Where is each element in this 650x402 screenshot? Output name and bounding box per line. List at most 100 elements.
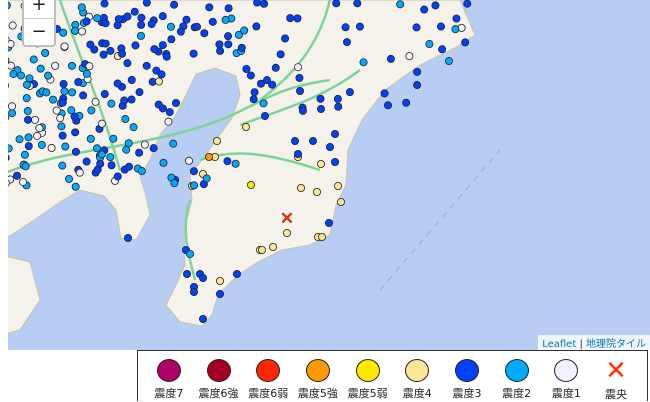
station-intensity-1 — [405, 52, 414, 61]
station-intensity-2 — [8, 1, 11, 10]
station-intensity-3 — [330, 157, 339, 166]
station-intensity-3 — [383, 101, 392, 110]
station-intensity-3 — [216, 46, 225, 55]
station-intensity-4 — [212, 136, 221, 145]
station-intensity-2 — [107, 99, 116, 108]
legend-label: 震度6強 — [198, 387, 239, 400]
station-intensity-3 — [420, 5, 429, 14]
station-intensity-1 — [8, 82, 10, 89]
station-intensity-3 — [71, 147, 80, 156]
station-intensity-2 — [20, 150, 29, 159]
station-intensity-2 — [231, 159, 240, 168]
station-intensity-3 — [296, 86, 305, 95]
station-intensity-2 — [60, 87, 69, 96]
intensity-1-dot — [554, 359, 579, 382]
station-intensity-3 — [332, 0, 341, 8]
seismic-intensity-map[interactable]: ✕ + − Leaflet | 地理院タイル — [8, 0, 650, 350]
station-intensity-3 — [438, 45, 447, 54]
station-intensity-3 — [355, 22, 364, 31]
intensity-7-dot — [156, 359, 181, 382]
station-intensity-4 — [317, 232, 326, 241]
station-intensity-3 — [324, 218, 333, 227]
station-intensity-1 — [35, 124, 44, 133]
station-intensity-2 — [359, 58, 368, 67]
map-layer: ✕ — [8, 0, 501, 334]
station-intensity-3 — [123, 12, 132, 21]
station-intensity-2 — [41, 48, 50, 57]
station-intensity-1 — [164, 117, 173, 126]
station-intensity-1 — [30, 115, 39, 124]
station-intensity-2 — [8, 57, 10, 64]
station-intensity-3 — [215, 289, 224, 298]
station-intensity-2 — [49, 95, 58, 104]
station-intensity-3 — [158, 41, 167, 50]
station-intensity-1 — [97, 119, 106, 128]
station-intensity-2 — [97, 150, 106, 159]
station-intensity-3 — [58, 131, 67, 140]
station-intensity-3 — [131, 41, 140, 50]
station-intensity-3 — [341, 23, 350, 32]
station-intensity-3 — [345, 88, 354, 97]
station-intensity-1 — [184, 156, 193, 165]
station-intensity-2 — [86, 134, 95, 143]
station-intensity-2 — [259, 99, 268, 108]
zoom-out-button[interactable]: − — [24, 18, 54, 45]
zoom-in-button[interactable]: + — [31, 0, 47, 15]
station-intensity-1 — [91, 97, 100, 106]
station-intensity-2 — [8, 144, 13, 153]
station-intensity-2 — [87, 106, 96, 115]
station-intensity-2 — [21, 162, 30, 171]
station-intensity-2 — [9, 69, 18, 78]
legend-item-6minus: 震度6弱 — [244, 351, 292, 401]
station-intensity-1 — [8, 21, 17, 30]
station-intensity-2 — [136, 31, 145, 40]
station-intensity-1 — [78, 27, 87, 36]
station-intensity-2 — [36, 64, 45, 73]
station-intensity-3 — [330, 129, 339, 138]
station-intensity-1 — [85, 62, 94, 71]
station-intensity-3 — [463, 0, 472, 8]
station-intensity-3 — [189, 167, 198, 176]
station-intensity-3 — [113, 172, 122, 181]
station-intensity-2 — [170, 179, 179, 188]
legend-label: 震度6弱 — [248, 387, 289, 400]
station-intensity-3 — [293, 149, 302, 158]
leaflet-link[interactable]: Leaflet — [542, 339, 577, 350]
station-intensity-3 — [124, 233, 133, 242]
station-intensity-3 — [107, 161, 116, 170]
station-intensity-3 — [262, 76, 271, 85]
station-intensity-2 — [67, 61, 76, 70]
station-intensity-2 — [169, 139, 178, 148]
station-intensity-2 — [17, 71, 26, 80]
station-intensity-4 — [215, 276, 224, 285]
station-intensity-3 — [127, 75, 136, 84]
legend-label: 震度7 — [154, 387, 184, 400]
legend-label: 震度5強 — [297, 387, 338, 400]
station-intensity-2 — [82, 69, 91, 78]
legend-item-4: 震度4 — [393, 351, 441, 401]
station-intensity-3 — [70, 112, 79, 121]
station-intensity-3 — [118, 49, 127, 58]
station-intensity-2 — [8, 114, 10, 121]
station-intensity-2 — [22, 94, 31, 103]
station-intensity-3 — [200, 29, 209, 38]
station-intensity-3 — [157, 70, 166, 79]
gsi-tiles-link[interactable]: 地理院タイル — [586, 339, 646, 350]
legend-item-epicenter: ✕ 震央 — [592, 351, 640, 401]
station-intensity-3 — [224, 40, 233, 49]
station-intensity-3 — [386, 54, 395, 63]
station-intensity-3 — [224, 4, 233, 13]
station-intensity-3 — [249, 95, 258, 104]
station-intensity-1 — [75, 168, 84, 177]
station-intensity-3 — [101, 39, 110, 48]
intensity-6plus-dot — [206, 359, 231, 382]
station-intensity-2 — [122, 145, 131, 154]
station-intensity-3 — [90, 45, 99, 54]
station-intensity-3 — [246, 71, 255, 80]
land-west — [8, 256, 41, 334]
station-intensity-2 — [93, 14, 102, 23]
station-intensity-2 — [425, 40, 434, 49]
station-intensity-3 — [208, 17, 217, 26]
station-intensity-4 — [155, 77, 164, 86]
station-intensity-3 — [353, 0, 362, 8]
